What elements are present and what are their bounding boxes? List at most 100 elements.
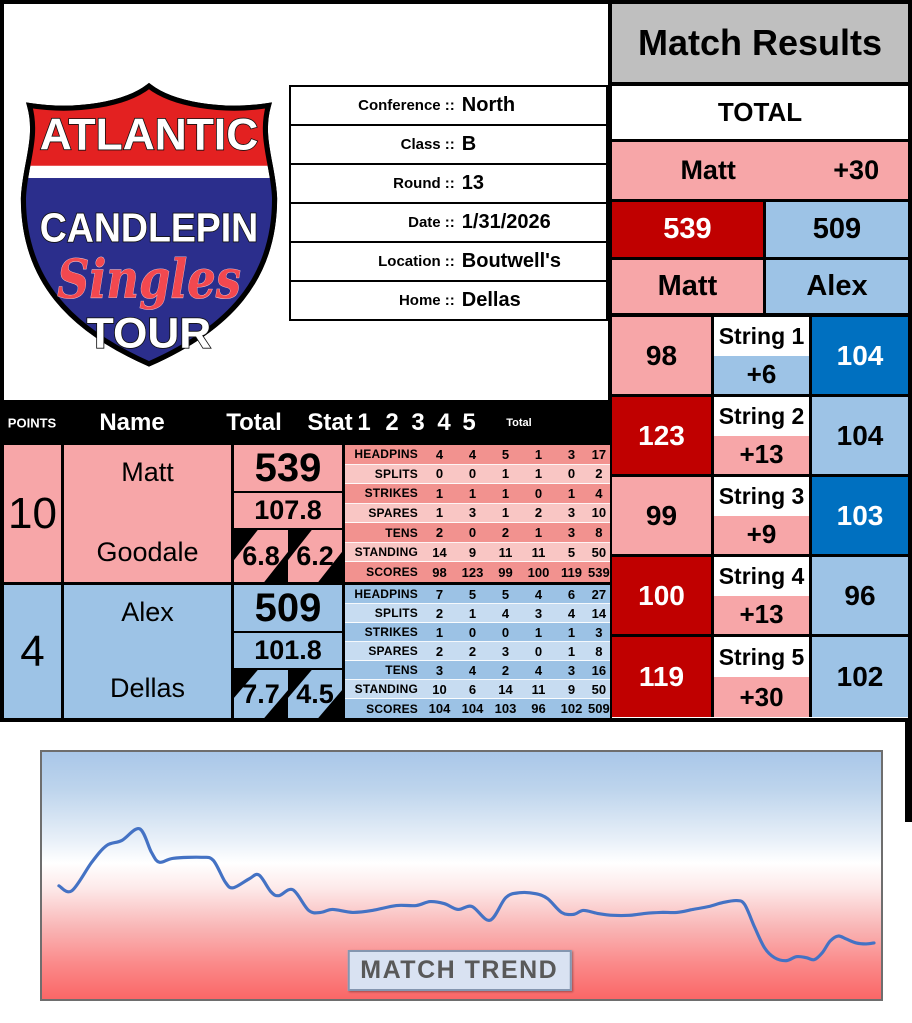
total-label: TOTAL [612,86,908,142]
stat-row-scores: SCORES 104 104 103 96 102 509 [345,699,610,718]
stat-row-tens: TENS 3 4 2 4 3 16 [345,661,610,680]
stat-total: 4 [595,485,603,501]
stat-label: STRIKES [364,486,418,501]
total-score: 539 [234,445,342,493]
player-stats-grid: HEADPINS 7 5 5 4 6 27 SPLITS 2 1 4 3 4 14 STRIKES 1 0 0… [345,585,610,718]
info-value: Boutwell's [461,250,562,272]
split-boxes: 6.8 6.2 [234,530,342,582]
string3-left-score: 99 [612,477,714,554]
stat-row-scores: SCORES 98 123 99 100 119 539 [345,562,610,582]
header-game-4: 4 [437,408,451,436]
stat-label: SCORES [366,565,418,580]
stat-value: 2 [435,525,444,541]
stat-label: STRIKES [364,625,418,639]
stat-value: 1 [534,624,543,640]
total-score: 509 [234,585,342,633]
string3-diff: +9 [714,515,809,554]
stat-value: 2 [501,525,510,541]
totals-row: 539 509 [612,202,908,260]
stat-value: 2 [501,662,510,678]
trend-line [57,827,876,963]
stat-label: STANDING [354,545,418,560]
header-total: Total [226,408,282,436]
info-row-date: Date :: 1/31/2026 [291,204,606,243]
string2-diff: +13 [714,435,809,474]
stat-row-headpins: HEADPINS 4 4 5 1 3 17 [345,445,610,465]
string4-mid: String 4 +13 [714,557,812,634]
string5-label: String 5 [714,637,809,677]
info-label: Location :: [378,253,455,270]
stat-label: TENS [385,663,418,677]
player-name-cell: Alex Dellas [64,585,234,718]
match-results-panel: Match Results TOTAL Matt +30 539 509 Mat… [608,4,908,718]
logo-word-candlepin: CANDLEPIN [40,204,258,250]
player-total-cell: 509 101.8 7.7 4.5 [234,585,345,718]
stat-value: 1 [435,624,444,640]
right-player-total: 509 [765,202,908,257]
first-name: Matt [121,457,174,487]
stat-row-tens: TENS 2 0 2 1 3 8 [345,523,610,543]
stat-value: 96 [531,701,546,716]
stat-value: 5 [567,544,576,560]
stat-value: 5 [501,586,510,602]
stat-value: 1 [501,485,510,501]
string3-mid: String 3 +9 [714,477,812,554]
string2-label: String 2 [714,397,809,436]
stat-row-spares: SPARES 1 3 1 2 3 10 [345,503,610,524]
stat-value: 3 [534,605,543,621]
player-name-cell: Matt Goodale [64,445,234,582]
stat-value: 102 [560,701,583,716]
stat-value: 4 [501,605,510,621]
stat-total: 3 [595,624,603,640]
info-value: 13 [461,172,485,194]
stat-row-headpins: HEADPINS 7 5 5 4 6 27 [345,585,610,604]
info-label: Round :: [393,175,455,192]
string5-diff: +30 [714,677,809,717]
stat-total: 539 [588,564,610,580]
stat-value: 3 [567,505,576,521]
string2-left-score: 123 [612,397,714,474]
stat-value: 103 [494,701,517,716]
string4-diff: +13 [714,595,809,634]
stat-value: 104 [461,701,484,716]
stat-value: 7 [435,586,444,602]
stat-value: 2 [435,643,444,659]
header-game-2: 2 [385,408,399,436]
stat-value: 119 [561,564,582,580]
info-row-location: Location :: Boutwell's [291,243,606,282]
stat-value: 1 [567,624,576,640]
stat-value: 11 [498,544,513,560]
match-trend-label: MATCH TREND [347,950,572,991]
split-box-1: 7.7 [234,670,288,718]
stat-value: 14 [432,544,447,560]
stat-value: 4 [468,662,477,678]
info-value: B [461,133,477,155]
string-row-4: 100 String 4 +13 96 [612,557,908,637]
string5-left-score: 119 [612,637,714,717]
stat-value: 0 [468,624,477,640]
info-label: Class :: [400,136,455,153]
stat-value: 1 [468,485,477,501]
stat-value: 0 [468,525,477,541]
string5-mid: String 5 +30 [714,637,812,717]
stat-row-strikes: STRIKES 1 0 0 1 1 3 [345,623,610,642]
last-name: Dellas [109,673,186,703]
stat-label: HEADPINS [354,447,418,462]
average-score: 107.8 [234,493,342,530]
stat-total: 2 [595,466,603,482]
stat-value: 9 [567,681,576,697]
stat-value: 0 [468,466,477,482]
string4-left-score: 100 [612,557,714,634]
average-score: 101.8 [234,633,342,670]
scoresheet: ATLANTIC CANDLEPIN Singles TOUR Conferen… [0,0,912,722]
string-row-5: 119 String 5 +30 102 [612,637,908,717]
stat-value: 1 [435,485,444,501]
right-border-strip [905,718,912,822]
stat-value: 2 [435,605,444,621]
string-row-3: 99 String 3 +9 103 [612,477,908,557]
split-value: 6.2 [296,540,334,571]
leader-row: Matt +30 [612,142,908,202]
leader-diff: +30 [833,155,880,185]
stat-value: 10 [432,681,447,697]
